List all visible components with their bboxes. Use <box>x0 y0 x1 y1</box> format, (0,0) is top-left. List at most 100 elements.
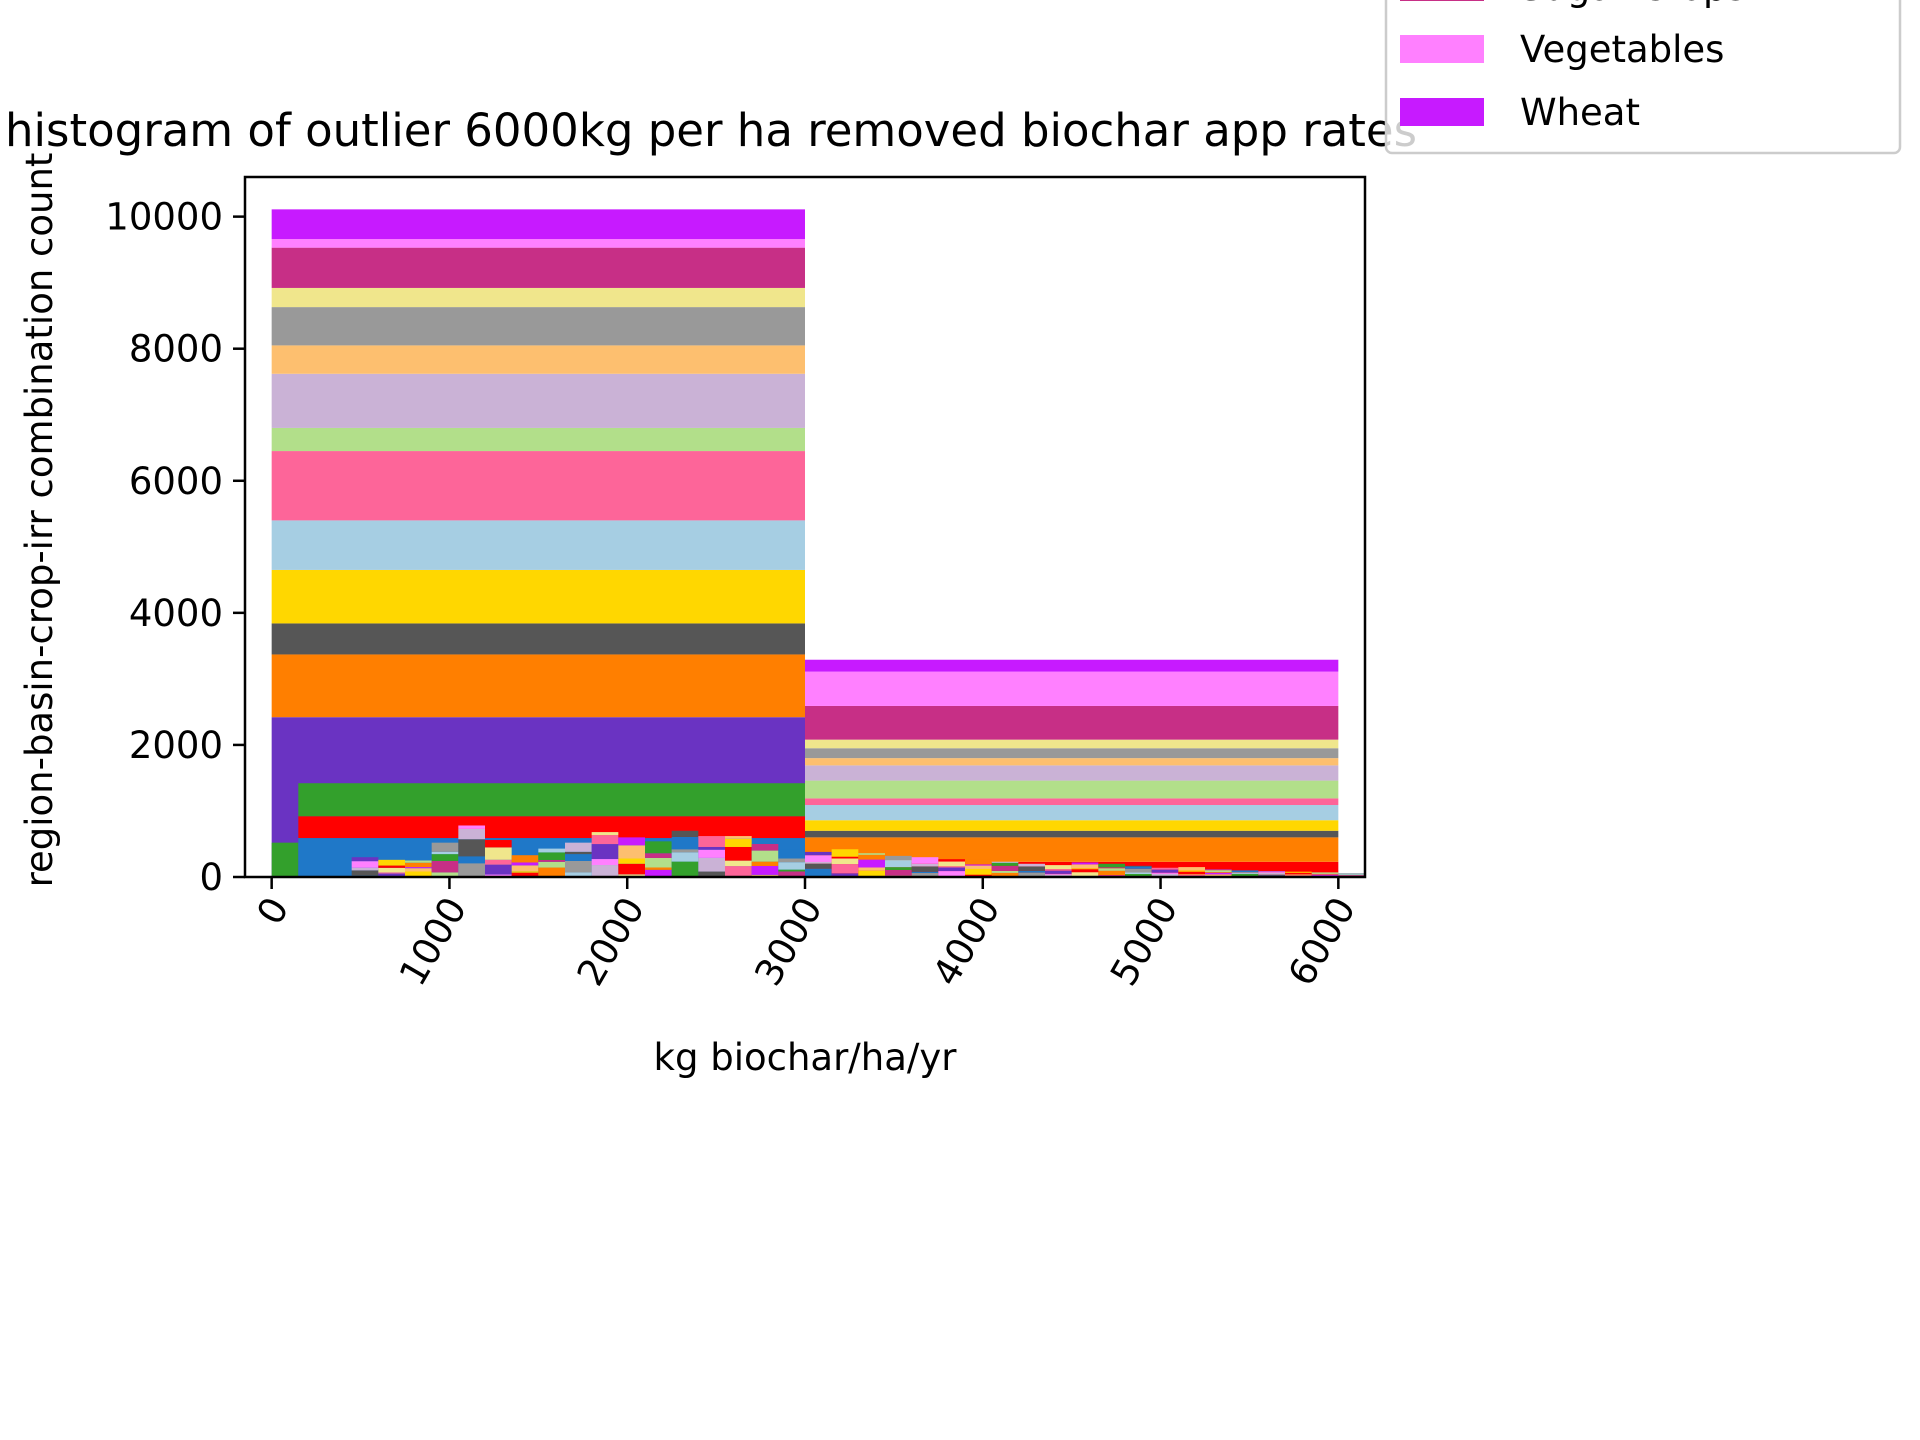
fine-bin-segment <box>831 849 859 857</box>
fine-bin-segment <box>778 849 805 859</box>
fine-bin-segment <box>1311 874 1339 876</box>
fine-bin-segment <box>618 863 645 875</box>
fine-bin-segment <box>831 858 859 865</box>
fine-bin-segment <box>671 852 699 862</box>
fine-bin-segment <box>1045 873 1072 875</box>
fine-bin-segment <box>965 868 992 875</box>
fine-bin-segment <box>725 838 752 847</box>
histogram-bar-segment <box>271 247 806 288</box>
fine-bin-segment <box>805 851 832 856</box>
fine-bin-segment <box>538 867 565 877</box>
fine-bin-segment <box>591 832 619 836</box>
fine-bin-segment <box>378 859 405 866</box>
histogram-bar-segment <box>271 623 806 655</box>
fine-bin-segment <box>485 859 512 865</box>
fine-bin-segment <box>645 869 672 877</box>
fine-bin-segment <box>1231 872 1259 874</box>
fine-bin-segment <box>538 861 565 868</box>
fine-bin-segment <box>1018 863 1045 867</box>
fine-bin-segment <box>938 859 965 862</box>
fine-bin-segment <box>965 859 992 865</box>
fine-bin-segment <box>671 836 699 850</box>
histogram-bar-segment <box>805 765 1339 781</box>
fine-bin-segment <box>378 872 405 874</box>
fine-bin-segment <box>591 844 619 860</box>
fine-bin-segment <box>1151 869 1179 873</box>
fine-bin-segment <box>858 854 885 860</box>
fine-bin-segment <box>938 871 965 877</box>
bars-layer <box>271 209 1339 877</box>
fine-bin-segment <box>671 861 699 877</box>
histogram-bar-segment <box>271 307 806 346</box>
histogram-bar-segment <box>271 287 806 308</box>
fine-bin-segment <box>831 873 859 877</box>
fine-bin-segment <box>565 860 592 873</box>
fine-bin-segment <box>991 862 1019 866</box>
fine-bin-segment <box>1178 871 1205 875</box>
y-tick-label: 0 <box>199 856 223 899</box>
fine-bin-segment <box>378 867 405 873</box>
fine-bin-segment <box>725 866 752 877</box>
fine-bin-segment <box>1338 873 1365 874</box>
fine-bin-segment <box>1125 872 1152 875</box>
fine-bin-segment <box>1045 865 1072 870</box>
fine-bin-segment <box>1258 874 1285 876</box>
fine-bin-segment <box>911 863 939 867</box>
histogram-bar-segment <box>805 780 1339 799</box>
legend-label: Sugar Crops <box>1520 0 1746 9</box>
histogram-bar-segment <box>805 798 1339 806</box>
fine-bin-segment <box>618 874 645 877</box>
fine-bin-segment <box>1151 867 1179 870</box>
fine-bin-segment <box>965 865 992 869</box>
fine-bin-segment <box>458 828 485 840</box>
y-axis-label: region-basin-crop-irr combination count <box>18 153 61 888</box>
fine-bin-segment <box>858 870 885 877</box>
fine-bin-segment <box>378 873 405 877</box>
fine-bin-segment <box>1071 864 1099 869</box>
fine-bin-segment <box>1178 867 1205 871</box>
histogram-bar-segment <box>271 842 299 877</box>
fine-bin-segment <box>351 861 379 868</box>
fine-bin-segment <box>1151 873 1179 877</box>
fine-bin-segment <box>885 867 912 870</box>
fine-bin-segment <box>618 837 645 846</box>
fine-bin-segment <box>431 854 459 861</box>
fine-bin-segment <box>698 849 725 858</box>
fine-bin-segment <box>378 865 405 868</box>
y-tick-label: 10000 <box>105 196 223 239</box>
fine-bin-segment <box>911 873 939 877</box>
histogram-bar-segment <box>805 820 1339 831</box>
fine-bin-segment <box>618 858 645 864</box>
fine-bin-segment <box>885 855 912 861</box>
fine-bin-segment <box>538 859 565 862</box>
fine-bin-segment <box>405 867 432 869</box>
histogram-bar-segment <box>271 654 806 718</box>
fine-bin-segment <box>698 836 725 847</box>
fine-bin-segment <box>1258 872 1285 875</box>
fine-bin-segment <box>1205 874 1232 877</box>
fine-bin-segment <box>778 862 805 870</box>
fine-bin-segment <box>805 855 832 862</box>
fine-bin-segment <box>991 870 1019 873</box>
histogram-bar-segment <box>271 239 806 248</box>
fine-bin-segment <box>1311 872 1339 874</box>
fine-bin-segment <box>778 871 805 877</box>
fine-bin-segment <box>1311 873 1339 875</box>
fine-bin-segment <box>565 851 592 855</box>
fine-bin-segment <box>511 872 539 877</box>
legend-swatch <box>1400 0 1484 1</box>
fine-bin-segment <box>458 839 485 857</box>
y-tick-label: 6000 <box>129 460 223 503</box>
fine-bin-segment <box>511 862 539 866</box>
fine-bin-segment <box>591 835 619 845</box>
fine-bin-segment <box>1071 869 1099 873</box>
fine-bin-segment <box>645 857 672 868</box>
fine-bin-segment <box>805 868 832 877</box>
fine-bin-segment <box>538 852 565 860</box>
y-tick-label: 8000 <box>129 328 223 371</box>
fine-bin-segment <box>405 868 432 872</box>
fine-bin-segment <box>511 865 539 872</box>
fine-bin-segment <box>858 853 885 855</box>
histogram-bar-segment <box>271 520 806 570</box>
